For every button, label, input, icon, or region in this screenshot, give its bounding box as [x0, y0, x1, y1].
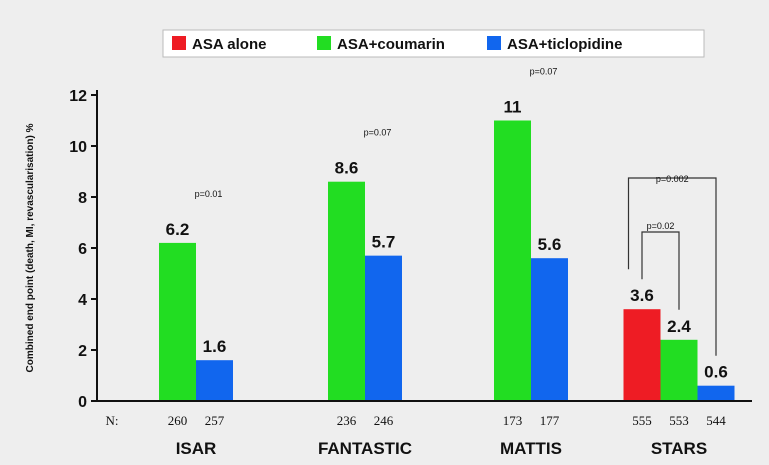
p-value-stars-outer: p=0.002 — [656, 174, 689, 184]
n-value-fantastic-0: 236 — [337, 413, 357, 428]
bar-value-label-stars-2: 0.6 — [704, 363, 728, 382]
bar-stars-1 — [660, 339, 698, 401]
p-value-stars-inner: p=0.02 — [647, 221, 675, 231]
category-label-isar: ISAR — [176, 439, 217, 458]
y-tick-label-0: 0 — [78, 394, 87, 411]
bar-value-label-isar-0: 6.2 — [166, 220, 190, 239]
bar-isar-1 — [196, 360, 233, 401]
p-value-fantastic: p=0.07 — [364, 128, 392, 138]
n-label: N: — [106, 413, 119, 428]
bar-stars-0 — [623, 309, 661, 401]
bar-value-label-isar-1: 1.6 — [203, 337, 227, 356]
bar-isar-0 — [159, 242, 196, 401]
p-bracket-outer — [627, 177, 717, 356]
n-value-isar-0: 260 — [168, 413, 188, 428]
bar-mattis-0 — [494, 120, 531, 401]
n-value-fantastic-1: 246 — [374, 413, 394, 428]
p-value-isar: p=0.01 — [195, 189, 223, 199]
bar-value-label-fantastic-0: 8.6 — [335, 159, 359, 178]
n-value-mattis-1: 177 — [540, 413, 560, 428]
y-tick-label-2: 2 — [78, 343, 87, 360]
n-value-stars-0: 555 — [632, 413, 652, 428]
legend-swatch-1 — [317, 36, 331, 50]
y-tick-label-4: 4 — [78, 292, 87, 309]
y-tick-label-12: 12 — [69, 88, 87, 105]
legend-label-1: ASA+coumarin — [337, 36, 445, 53]
legend-swatch-0 — [172, 36, 186, 50]
legend-swatch-2 — [487, 36, 501, 50]
bar-value-label-fantastic-1: 5.7 — [372, 233, 396, 252]
bars: 6.2 1.6 8.6 5.7 11 5.6 3.6 2.4 0.6 — [159, 98, 735, 401]
bar-value-label-mattis-1: 5.6 — [538, 235, 562, 254]
y-axis-label: Combined end point (death, MI, revascula… — [25, 123, 36, 372]
p-value-annotations: p=0.01 p=0.07 p=0.07 p=0.02 p=0.002 — [195, 67, 717, 356]
legend-label-2: ASA+ticlopidine — [507, 36, 622, 53]
bar-stars-2 — [697, 385, 735, 401]
y-tick-label-8: 8 — [78, 190, 87, 207]
legend: ASA alone ASA+coumarin ASA+ticlopidine — [162, 29, 705, 58]
x-axis: N: 260 257 ISAR 236 246 FANTASTIC 173 177 MATTIS 5… — [97, 400, 752, 458]
category-label-fantastic: FANTASTIC — [318, 439, 412, 458]
legend-box — [162, 29, 705, 58]
y-tick-label-6: 6 — [78, 241, 87, 258]
category-label-mattis: MATTIS — [500, 439, 562, 458]
p-value-mattis: p=0.07 — [530, 67, 558, 77]
p-bracket-inner — [641, 231, 680, 310]
n-value-mattis-0: 173 — [503, 413, 523, 428]
bar-value-label-stars-0: 3.6 — [630, 286, 654, 305]
n-value-stars-1: 553 — [669, 413, 689, 428]
bar-fantastic-0 — [328, 181, 365, 401]
category-label-stars: STARS — [651, 439, 707, 458]
n-value-isar-1: 257 — [205, 413, 225, 428]
bar-value-label-stars-1: 2.4 — [667, 317, 691, 336]
n-value-stars-2: 544 — [706, 413, 726, 428]
y-tick-label-10: 10 — [69, 139, 87, 156]
bar-mattis-1 — [531, 258, 568, 401]
bar-fantastic-1 — [365, 255, 402, 401]
legend-label-0: ASA alone — [192, 36, 266, 53]
y-axis: 0 2 4 6 8 10 12 Combined end point (death, MI, … — [25, 88, 98, 411]
bar-value-label-mattis-0: 11 — [504, 98, 522, 117]
